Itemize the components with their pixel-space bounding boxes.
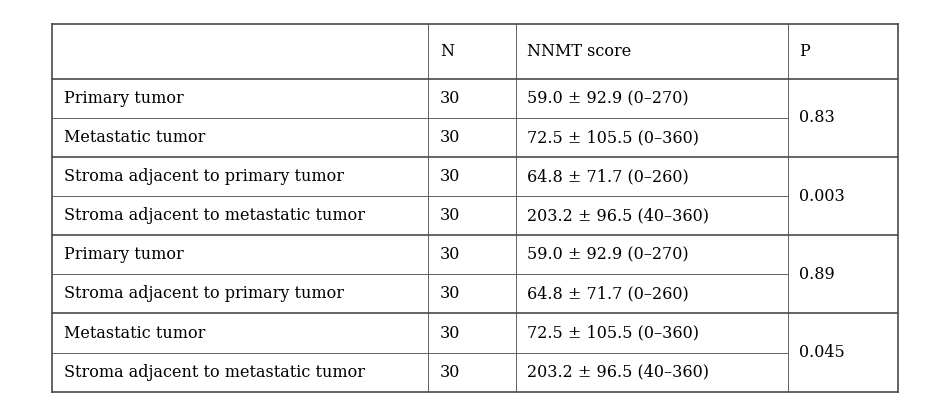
Text: 30: 30	[440, 324, 460, 341]
Text: 203.2 ± 96.5 (40–360): 203.2 ± 96.5 (40–360)	[527, 364, 709, 381]
Text: Stroma adjacent to metastatic tumor: Stroma adjacent to metastatic tumor	[64, 364, 365, 381]
Text: 30: 30	[440, 129, 460, 146]
Text: 0.003: 0.003	[799, 188, 845, 205]
Text: Stroma adjacent to primary tumor: Stroma adjacent to primary tumor	[64, 286, 344, 302]
Text: NNMT score: NNMT score	[527, 43, 631, 60]
Text: 203.2 ± 96.5 (40–360): 203.2 ± 96.5 (40–360)	[527, 207, 709, 224]
Text: N: N	[440, 43, 454, 60]
Text: Primary tumor: Primary tumor	[64, 90, 183, 107]
Text: 0.83: 0.83	[799, 109, 835, 126]
Text: 72.5 ± 105.5 (0–360): 72.5 ± 105.5 (0–360)	[527, 324, 699, 341]
Text: Stroma adjacent to primary tumor: Stroma adjacent to primary tumor	[64, 168, 344, 185]
Text: 30: 30	[440, 207, 460, 224]
Text: 64.8 ± 71.7 (0–260): 64.8 ± 71.7 (0–260)	[527, 286, 689, 302]
Text: 30: 30	[440, 286, 460, 302]
Text: Metastatic tumor: Metastatic tumor	[64, 324, 205, 341]
Text: 30: 30	[440, 246, 460, 263]
Text: 30: 30	[440, 168, 460, 185]
Text: 72.5 ± 105.5 (0–360): 72.5 ± 105.5 (0–360)	[527, 129, 699, 146]
Text: 30: 30	[440, 90, 460, 107]
Text: 59.0 ± 92.9 (0–270): 59.0 ± 92.9 (0–270)	[527, 246, 689, 263]
Text: 30: 30	[440, 364, 460, 381]
Text: 59.0 ± 92.9 (0–270): 59.0 ± 92.9 (0–270)	[527, 90, 689, 107]
Text: 0.045: 0.045	[799, 344, 845, 361]
Text: P: P	[799, 43, 810, 60]
Text: Metastatic tumor: Metastatic tumor	[64, 129, 205, 146]
Text: 64.8 ± 71.7 (0–260): 64.8 ± 71.7 (0–260)	[527, 168, 689, 185]
Text: Stroma adjacent to metastatic tumor: Stroma adjacent to metastatic tumor	[64, 207, 365, 224]
Text: Primary tumor: Primary tumor	[64, 246, 183, 263]
Text: 0.89: 0.89	[799, 266, 835, 283]
